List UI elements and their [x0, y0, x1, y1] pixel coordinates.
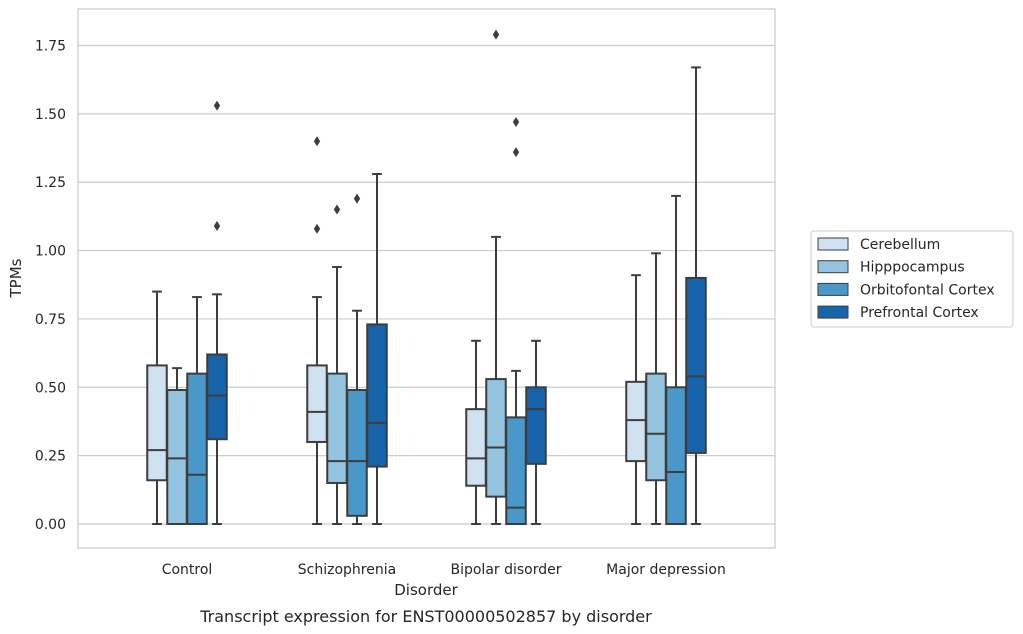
box-iqr: [625, 380, 647, 463]
x-axis-ticks: Control Schizophrenia Bipolar disorder Majo…: [162, 562, 726, 578]
legend-swatch: [817, 260, 849, 274]
outlier-point: [492, 29, 500, 40]
y-tick-label: 1.50: [35, 107, 66, 123]
box-iqr: [326, 372, 348, 484]
legend-label: Prefrontal Cortex: [860, 305, 979, 321]
box-iqr: [665, 386, 687, 525]
box-hipppocampus: [645, 252, 667, 525]
outlier-point: [213, 100, 221, 111]
box-iqr: [645, 372, 667, 482]
box-cerebellum: [146, 290, 168, 525]
y-tick-label: 0.25: [35, 449, 66, 465]
legend: Cerebellum Hipppocampus Orbitofontal Corte…: [810, 230, 1014, 328]
box-series-layer: [146, 29, 707, 525]
box-orbitofontal-cortex: [665, 194, 687, 525]
y-axis-label: TPMs: [7, 258, 25, 298]
outlier-point: [333, 204, 341, 215]
y-tick-label: 1.75: [35, 39, 66, 55]
box-hipppocampus: [166, 367, 188, 525]
outlier-point: [353, 193, 361, 204]
x-tick-label: Bipolar disorder: [450, 562, 561, 578]
box-prefrontal-cortex: [685, 66, 707, 525]
y-tick-label: 0.75: [35, 312, 66, 328]
legend-label: Cerebellum: [860, 237, 940, 253]
box-prefrontal-cortex: [206, 100, 228, 525]
box-iqr: [306, 364, 328, 443]
box-orbitofontal-cortex: [186, 296, 208, 525]
outlier-point: [512, 117, 520, 128]
x-tick-label: Control: [162, 562, 213, 578]
box-iqr: [166, 389, 188, 525]
legend-frame: [810, 230, 1014, 328]
outlier-point: [213, 220, 221, 231]
legend-swatch: [817, 282, 849, 296]
x-tick-label: Major depression: [606, 562, 726, 578]
box-prefrontal-cortex: [525, 339, 547, 525]
x-axis-label: Disorder: [394, 581, 458, 599]
box-iqr: [366, 323, 388, 468]
box-iqr: [485, 378, 507, 498]
box-iqr: [206, 353, 228, 441]
box-iqr: [146, 364, 168, 482]
box-iqr: [186, 372, 208, 525]
y-tick-label: 1.25: [35, 175, 66, 191]
outlier-point: [512, 147, 520, 158]
chart-caption: Transcript expression for ENST0000050285…: [199, 607, 652, 626]
outlier-point: [313, 223, 321, 234]
outlier-point: [313, 136, 321, 147]
legend-swatch: [817, 305, 849, 319]
box-iqr: [505, 416, 527, 525]
y-tick-label: 1.00: [35, 244, 66, 260]
box-iqr: [685, 276, 707, 454]
y-axis-ticks: 0.00 0.25 0.50 0.75 1.00 1.25 1.50 1.75: [35, 39, 66, 534]
legend-label: Hipppocampus: [860, 260, 965, 276]
box-cerebellum: [306, 136, 328, 525]
x-tick-label: Schizophrenia: [298, 562, 396, 578]
box-orbitofontal-cortex: [505, 117, 527, 525]
legend-label: Orbitofontal Cortex: [860, 282, 995, 298]
y-tick-label: 0.50: [35, 380, 66, 396]
y-tick-label: 0.00: [35, 517, 66, 533]
legend-swatch: [817, 237, 849, 251]
box-iqr: [525, 386, 547, 465]
box-prefrontal-cortex: [366, 173, 388, 525]
box-orbitofontal-cortex: [346, 193, 368, 525]
box-hipppocampus: [485, 29, 507, 525]
box-iqr: [465, 408, 487, 487]
box-iqr: [346, 389, 368, 517]
plot-frame: [77, 8, 776, 549]
